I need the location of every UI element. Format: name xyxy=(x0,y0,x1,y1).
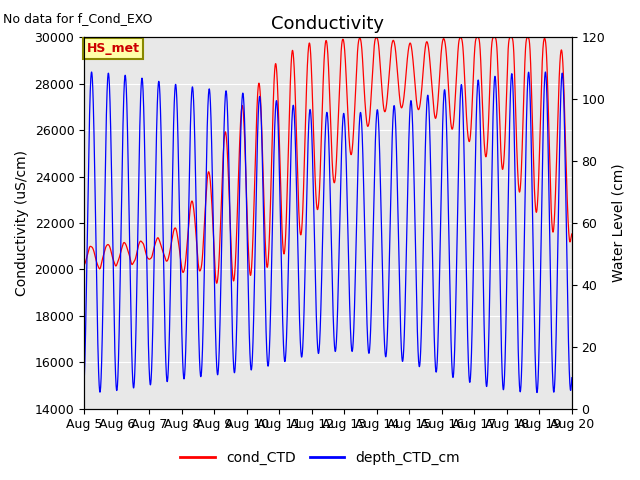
Text: No data for f_Cond_EXO: No data for f_Cond_EXO xyxy=(3,12,153,25)
Legend: cond_CTD, depth_CTD_cm: cond_CTD, depth_CTD_cm xyxy=(175,445,465,471)
depth_CTD_cm xyxy=(168,209,175,215)
depth_CTD_cm xyxy=(568,375,576,381)
depth_CTD_cm xyxy=(410,164,418,170)
cond_CTD xyxy=(568,231,576,237)
depth_CTD_cm xyxy=(80,376,88,382)
depth_CTD_cm xyxy=(437,209,445,215)
cond_CTD xyxy=(465,137,472,143)
depth_CTD_cm xyxy=(568,381,575,387)
cond_CTD xyxy=(310,123,317,129)
cond_CTD xyxy=(80,262,88,267)
cond_CTD xyxy=(213,280,221,286)
cond_CTD xyxy=(410,67,418,73)
depth_CTD_cm xyxy=(533,390,541,396)
cond_CTD xyxy=(437,54,445,60)
depth_CTD_cm xyxy=(465,360,472,366)
Line: cond_CTD: cond_CTD xyxy=(84,37,572,283)
Line: depth_CTD_cm: depth_CTD_cm xyxy=(84,72,572,393)
Title: Conductivity: Conductivity xyxy=(271,15,385,33)
depth_CTD_cm xyxy=(309,184,317,190)
Y-axis label: Conductivity (uS/cm): Conductivity (uS/cm) xyxy=(15,150,29,296)
cond_CTD xyxy=(568,232,575,238)
cond_CTD xyxy=(168,238,175,243)
Y-axis label: Water Level (cm): Water Level (cm) xyxy=(611,164,625,282)
Text: HS_met: HS_met xyxy=(86,42,140,55)
cond_CTD xyxy=(507,35,515,40)
depth_CTD_cm xyxy=(541,69,549,75)
